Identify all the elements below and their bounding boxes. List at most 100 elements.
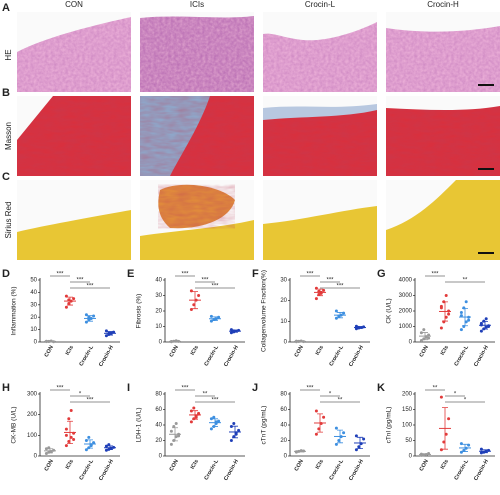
data-point (362, 437, 366, 441)
data-point (479, 447, 483, 451)
error-bar (422, 332, 428, 341)
column-label: Crocin-H (427, 0, 459, 9)
row-label: Sirius Red (4, 202, 13, 239)
panel-letter: F (252, 268, 259, 280)
panel-letter: K (377, 382, 385, 394)
x-tick-label: CON (419, 459, 430, 473)
data-point (209, 417, 213, 421)
data-point (334, 309, 338, 313)
x-tick-label: Crocin-H (348, 345, 365, 368)
significance-label: *** (211, 284, 219, 290)
column-label: Crocin-L (305, 0, 336, 9)
y-tick-label: 200 (402, 392, 413, 398)
error-bar (482, 449, 488, 454)
data-point (197, 294, 201, 297)
error-bar (462, 307, 468, 327)
y-tick-label: 10 (155, 324, 162, 330)
data-point (234, 432, 238, 436)
error-bar (357, 436, 363, 450)
significance-label: *** (56, 272, 64, 278)
data-point (209, 314, 213, 318)
data-point (64, 433, 68, 437)
data-point (217, 315, 221, 319)
significance-label: *** (56, 386, 64, 392)
significance-label: * (464, 398, 467, 404)
x-tick-label: Crocin-L (78, 344, 95, 367)
y-tick-label: 0 (284, 340, 288, 346)
x-tick-label: Crocin-H (223, 345, 240, 368)
data-point (342, 311, 346, 315)
x-tick-label: CON (294, 459, 305, 473)
significance-label: * (454, 392, 457, 398)
data-point (427, 336, 431, 340)
data-point (84, 439, 88, 442)
x-tick-label: CON (44, 459, 55, 473)
panel-letter: J (252, 382, 258, 394)
y-tick-label: 0 (34, 340, 38, 346)
histology-image (386, 96, 500, 176)
data-point (177, 434, 181, 438)
x-tick-label: Crocin-H (473, 459, 490, 482)
error-bar (422, 453, 428, 456)
x-tick-label: Crocin-L (328, 344, 345, 367)
data-point (444, 294, 448, 297)
data-point (317, 292, 321, 296)
error-bar (87, 439, 93, 449)
significance-label: ** (463, 278, 468, 284)
data-point (464, 300, 468, 304)
x-tick-label: Crocin-H (98, 345, 115, 368)
y-tick-label: 80 (155, 392, 162, 398)
error-bar (482, 320, 488, 330)
histology-image (263, 96, 377, 176)
data-point (64, 427, 68, 431)
x-tick-label: Crocin-H (98, 459, 115, 482)
significance-label: *** (431, 272, 439, 278)
data-point (447, 312, 451, 316)
data-point (104, 444, 108, 448)
error-bar (357, 326, 363, 329)
histology-image (386, 180, 500, 260)
x-tick-label: Crocin-L (78, 458, 95, 481)
panel-letter: D (2, 268, 10, 280)
y-tick-label: 20 (30, 315, 37, 321)
y-tick-label: 100 (402, 423, 413, 429)
y-tick-label: 20 (280, 438, 287, 444)
x-tick-label: CON (419, 345, 430, 359)
x-tick-label: ICIs (190, 345, 200, 357)
error-bar (232, 329, 238, 333)
panel-letter: H (2, 382, 10, 394)
data-point (107, 443, 111, 447)
data-point (314, 409, 318, 413)
data-point (354, 434, 358, 438)
y-axis-label: LDH-1 (U/L) (136, 407, 143, 442)
y-axis-label: CK-MB (U/L) (11, 406, 18, 443)
data-point (464, 320, 468, 324)
error-bar (297, 450, 303, 453)
y-tick-label: 40 (280, 423, 287, 429)
data-point (212, 415, 216, 419)
data-point (334, 316, 338, 320)
y-tick-label: 20 (280, 298, 287, 304)
x-tick-label: Crocin-H (473, 345, 490, 368)
y-tick-label: 50 (405, 438, 412, 444)
data-point (64, 305, 68, 309)
data-point (72, 437, 76, 441)
significance-label: *** (181, 386, 189, 392)
y-tick-label: 30 (155, 293, 162, 299)
data-point (69, 409, 73, 413)
x-tick-label: Crocin-L (203, 344, 220, 367)
y-axis-label: Fibrosis (%) (136, 294, 143, 329)
data-point (317, 427, 321, 431)
data-point (484, 325, 488, 329)
data-point (174, 421, 178, 425)
histology-image (263, 180, 377, 260)
x-tick-label: Crocin-L (453, 458, 470, 481)
significance-label: *** (201, 278, 209, 284)
data-point (172, 425, 176, 429)
y-axis-label: Collagenvolume Fraction(%) (261, 270, 268, 352)
panel-letter: A (2, 2, 10, 14)
significance-label: *** (76, 278, 84, 284)
data-point (92, 314, 96, 318)
data-point (447, 417, 451, 421)
